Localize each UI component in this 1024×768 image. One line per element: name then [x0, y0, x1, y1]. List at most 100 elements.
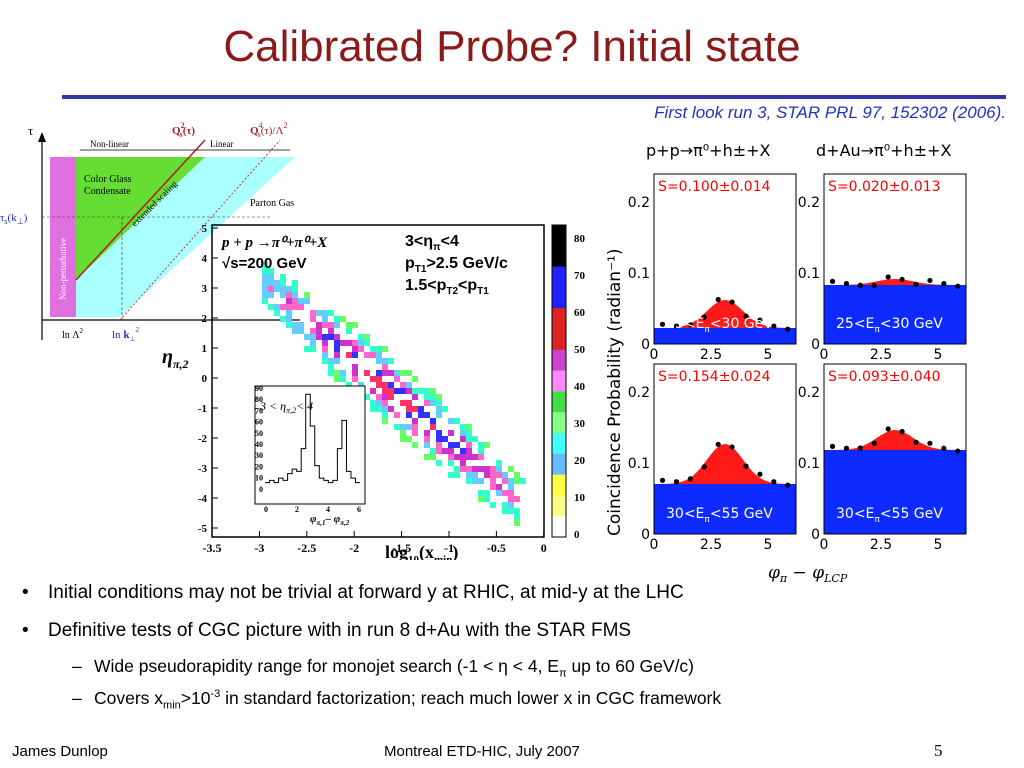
heat-cell — [412, 406, 418, 412]
extended-scaling-region — [76, 157, 295, 317]
logx-tick-label: -3 — [254, 541, 264, 555]
eta-tick-label: -3 — [198, 463, 208, 475]
heat-cell — [460, 448, 466, 454]
slide-title: Calibrated Probe? Initial state — [223, 22, 801, 71]
heat-cell — [364, 340, 370, 346]
heat-cell — [370, 352, 376, 358]
heat-cell — [334, 358, 340, 364]
sub-bullet-text: Covers xmin>10-3 in standard factorizati… — [94, 688, 722, 712]
heat-cell — [340, 340, 346, 346]
heat-cell — [418, 388, 424, 394]
x-tick-label: 2.5 — [700, 537, 722, 553]
nonperturbative-label: Non-perturbative — [58, 238, 68, 300]
heat-cell — [406, 436, 412, 442]
colorbar-swatch — [552, 266, 566, 288]
heat-cell — [472, 478, 478, 484]
data-point — [785, 326, 791, 332]
heat-cell — [382, 358, 388, 364]
heat-cell — [352, 346, 358, 352]
reference-citation: First look run 3, STAR PRL 97, 152302 (2… — [654, 103, 1006, 122]
logx-tick-label: -1 — [444, 541, 454, 555]
inset-label: 3 < ηπ,2< 4 — [259, 399, 313, 415]
x-tick-label: 0 — [650, 347, 659, 363]
heat-cell — [484, 472, 490, 478]
heat-cell — [472, 436, 478, 442]
inset-y-tick-label: 20 — [255, 462, 263, 471]
heat-cell — [376, 382, 382, 388]
colorbar-tick-label: 0 — [574, 529, 580, 541]
heat-cell — [346, 352, 352, 358]
heat-cell — [496, 472, 502, 478]
data-point — [687, 476, 693, 482]
data-point — [729, 299, 735, 305]
heat-cell — [322, 316, 328, 322]
heat-cell — [502, 508, 508, 514]
heat-cell — [328, 310, 334, 316]
heat-cell — [436, 394, 442, 400]
significance-label: S=0.020±0.013 — [828, 179, 941, 195]
data-point — [899, 428, 905, 435]
heat-cell — [478, 442, 484, 448]
colorbar-swatch — [552, 329, 566, 351]
heat-cell — [508, 484, 514, 490]
heat-cell — [406, 424, 412, 430]
y-tick-label: 0.2 — [628, 385, 650, 401]
heat-cell — [520, 478, 526, 484]
heat-cell — [466, 478, 472, 484]
heat-cell — [304, 334, 310, 340]
x-tick-label: 2.5 — [870, 347, 892, 363]
heat-cell — [292, 322, 298, 328]
heat-cell — [460, 454, 466, 460]
eta-cut-label: 3<ηπ<4 — [405, 233, 459, 253]
heat-cell — [454, 418, 460, 424]
y-tick-label: 0 — [641, 527, 650, 543]
heat-cell — [502, 478, 508, 484]
colorbar-swatch — [552, 433, 566, 455]
data-point — [885, 274, 891, 280]
eta-axis-title: ηπ,2 — [162, 346, 189, 371]
x-tick-label: 5 — [764, 537, 773, 553]
x-tick-label: 0 — [820, 347, 829, 363]
heat-cell — [304, 292, 310, 298]
heat-cell — [490, 478, 496, 484]
heat-cell — [370, 346, 376, 352]
qs2-label: Q2 s(τ) — [172, 121, 195, 139]
heat-cell — [334, 322, 340, 328]
heat-cell — [316, 322, 322, 328]
heat-cell — [340, 376, 346, 382]
heat-cell — [262, 298, 268, 304]
tau-s-label: τs(k⊥) — [0, 212, 28, 226]
heat-cell — [382, 382, 388, 388]
heat-cell — [280, 304, 286, 310]
heat-cell — [484, 466, 490, 472]
heat-cell — [424, 442, 430, 448]
eta-tick-label: 5 — [202, 223, 208, 235]
coincidence-panel: 0 0.1 0.2 0 2.5 5 S=0.100±0.014 25<Eπ<30 GeV — [628, 173, 797, 363]
colorbar-tick-label: 20 — [574, 455, 586, 467]
heat-cell — [388, 370, 394, 376]
data-point — [659, 321, 666, 327]
data-point — [885, 426, 891, 432]
heat-cell — [460, 436, 466, 442]
heat-cell — [412, 394, 418, 400]
heat-cell — [478, 490, 484, 496]
heat-cell — [382, 400, 388, 406]
colorbar-swatch — [552, 225, 566, 247]
data-point — [701, 314, 707, 320]
heat-cell — [514, 520, 520, 526]
heat-cell — [400, 400, 406, 406]
heat-cell — [298, 298, 304, 304]
heat-cell — [292, 298, 298, 304]
heat-cell — [334, 376, 340, 382]
data-point — [687, 322, 693, 328]
cgc-label-1: Color Glass — [84, 174, 132, 185]
heat-cell — [508, 490, 514, 496]
heat-cell — [502, 472, 508, 478]
colorbar-swatch — [552, 370, 566, 392]
heat-cell — [508, 496, 514, 502]
heat-cell — [352, 322, 358, 328]
heat-cell — [490, 466, 496, 472]
data-point — [871, 440, 877, 446]
heat-cell — [430, 424, 436, 430]
coincidence-panel: 0 0.1 0.2 0 2.5 5 S=0.154±0.024 30<Eπ<55 GeV — [628, 363, 797, 553]
